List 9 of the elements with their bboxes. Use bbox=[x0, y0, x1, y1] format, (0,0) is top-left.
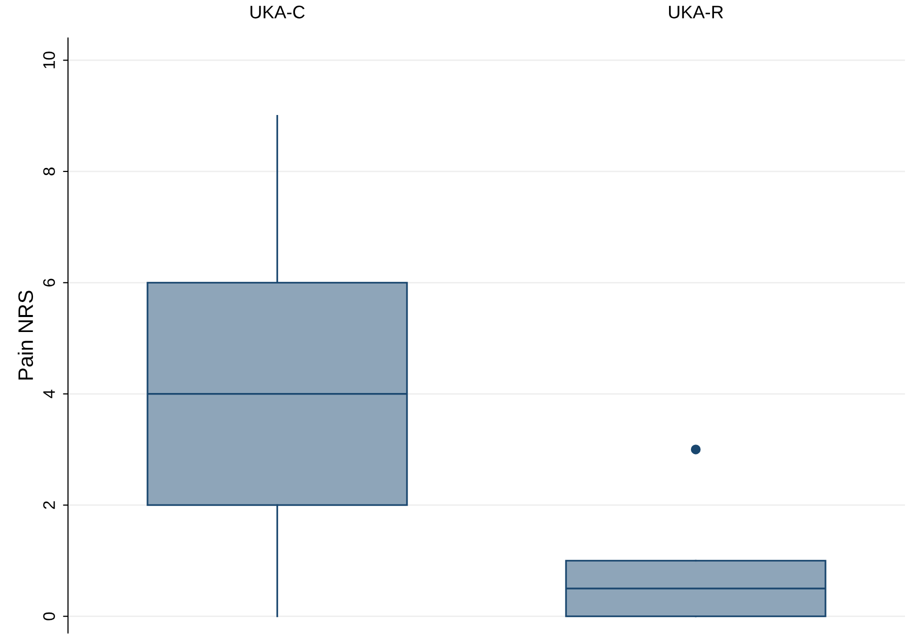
y-tick-label: 6 bbox=[43, 278, 55, 286]
y-axis-title: Pain NRS bbox=[18, 290, 34, 380]
y-tick-label: 0 bbox=[43, 612, 55, 620]
y-tick-label: 10 bbox=[43, 52, 55, 68]
x-tick-label: UKA-C bbox=[250, 6, 305, 18]
x-tick-label: UKA-R bbox=[669, 6, 723, 18]
y-tick-label: 4 bbox=[43, 390, 55, 398]
y-tick-label: 2 bbox=[43, 501, 55, 509]
y-tick-label: 8 bbox=[43, 168, 55, 176]
